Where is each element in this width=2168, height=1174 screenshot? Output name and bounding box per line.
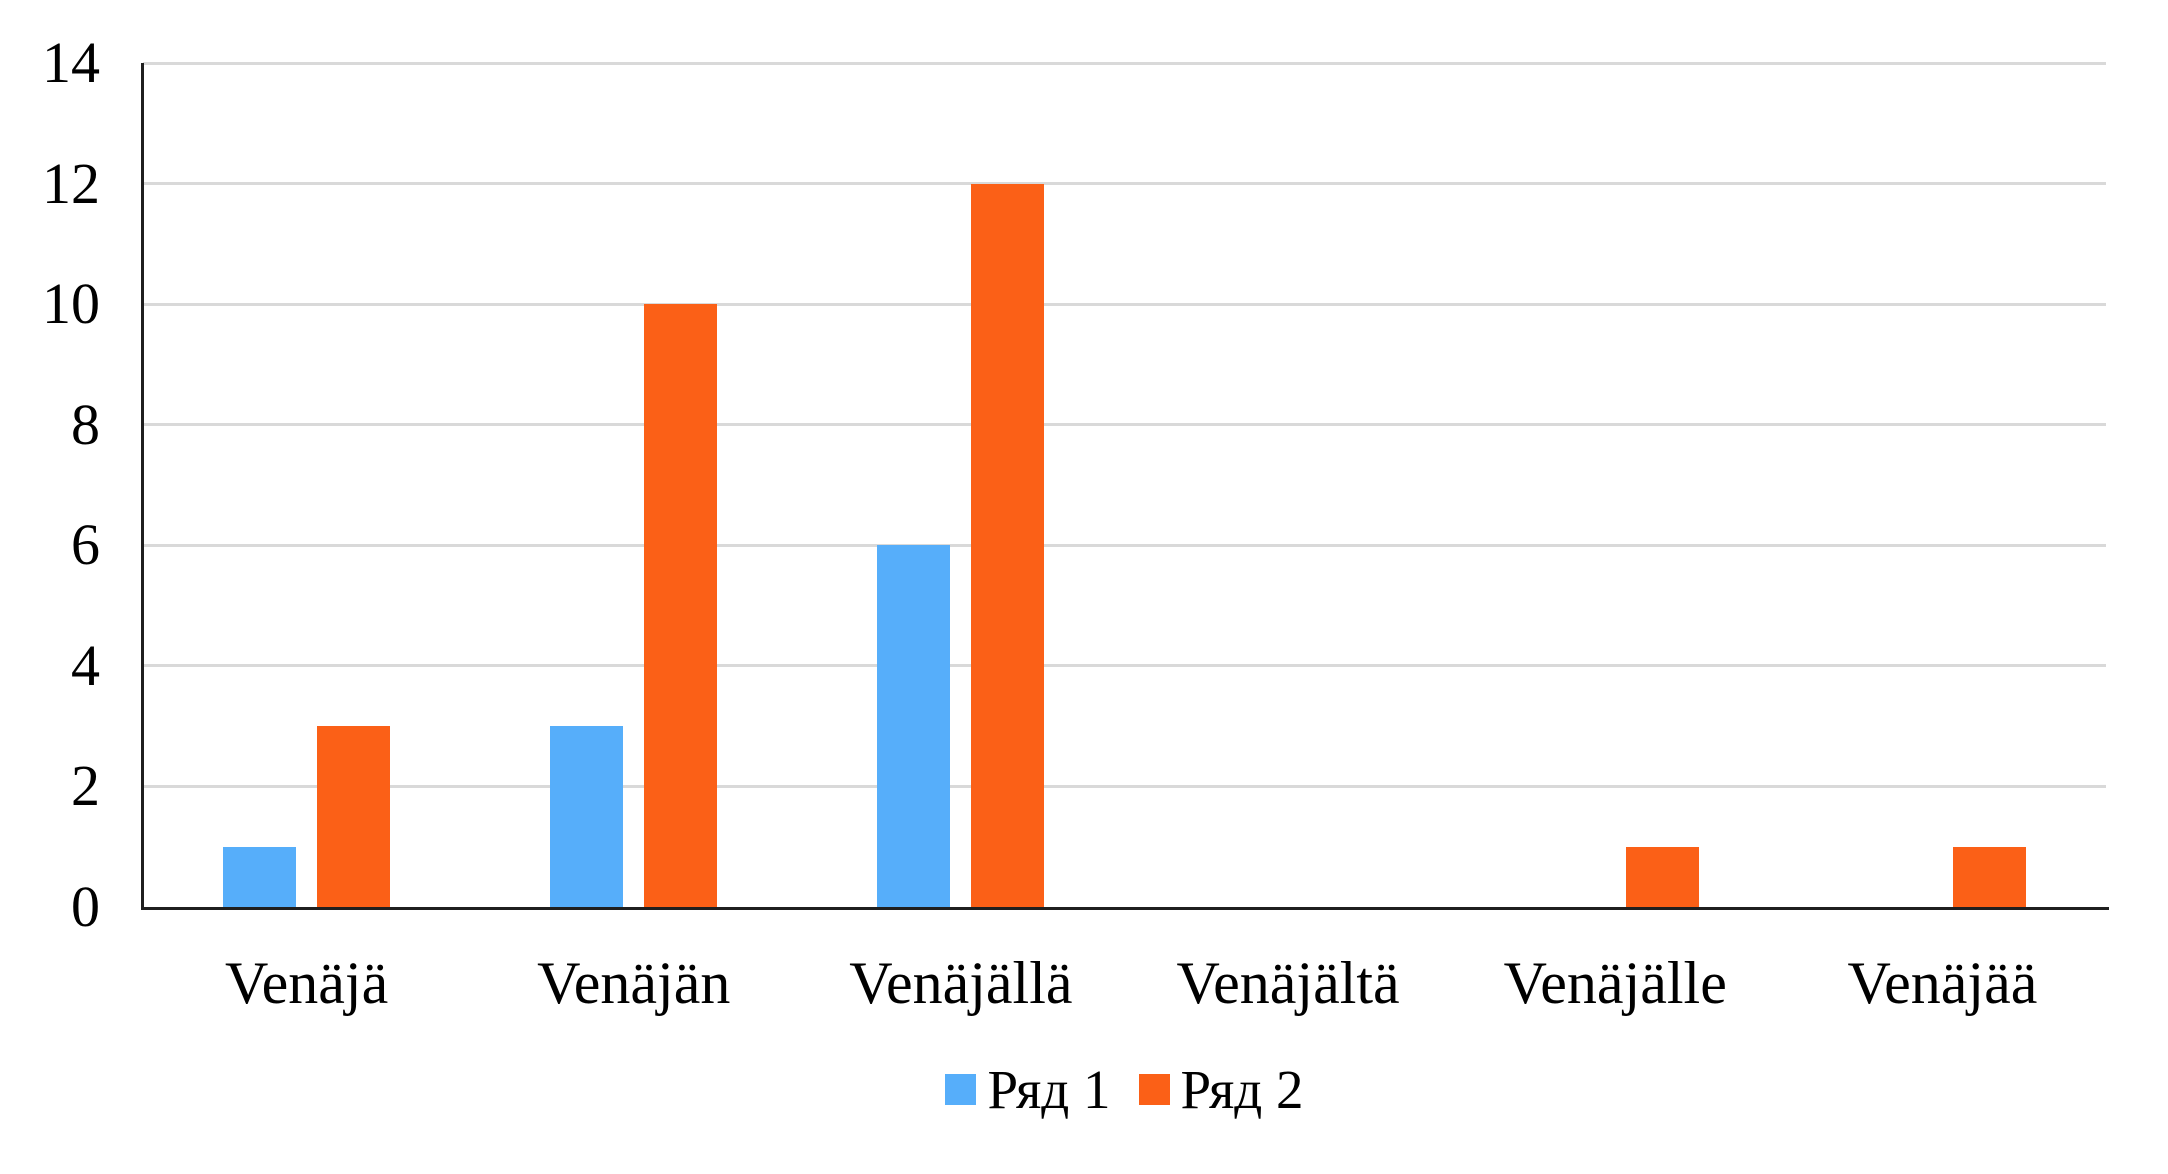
y-gridline — [143, 664, 2106, 668]
y-axis-tick-label: 0 — [71, 874, 100, 939]
y-axis-tick-label: 2 — [71, 753, 100, 819]
bar — [971, 183, 1045, 907]
legend-swatch-icon — [945, 1073, 977, 1105]
bar — [1952, 846, 2026, 907]
y-gridline — [143, 61, 2106, 65]
x-axis-category-label: Venäjällä — [849, 950, 1073, 1016]
y-axis-tick-label: 12 — [42, 150, 100, 216]
legend-swatch-icon — [1138, 1073, 1170, 1105]
bar — [317, 726, 391, 907]
legend: Ряд 1 Ряд 2 — [143, 1058, 2106, 1120]
legend-item: Ряд 1 — [945, 1058, 1111, 1120]
y-gridline — [143, 543, 2106, 547]
bar — [550, 726, 624, 907]
y-axis-line — [141, 63, 144, 910]
bar — [223, 846, 297, 907]
y-axis-tick-label: 10 — [42, 271, 100, 337]
x-axis-category-label: Venäjä — [224, 950, 389, 1016]
bar — [644, 304, 718, 907]
legend-label: Ряд 1 — [987, 1058, 1111, 1120]
y-gridline — [143, 302, 2106, 306]
y-gridline — [143, 182, 2106, 186]
y-axis-tick-label: 4 — [71, 632, 100, 698]
x-axis-category-label: Venäjän — [537, 950, 731, 1016]
x-axis-line — [141, 907, 2109, 910]
legend-item: Ряд 2 — [1138, 1058, 1304, 1120]
bar — [877, 545, 951, 907]
y-gridline — [143, 423, 2106, 427]
y-axis-tick-label: 14 — [42, 30, 100, 95]
x-axis-category-label: Venäjältä — [1176, 950, 1400, 1016]
y-gridline — [143, 784, 2106, 788]
x-axis-category-label: Venäjää — [1847, 950, 2038, 1016]
bar — [1625, 846, 1699, 907]
legend-label: Ряд 2 — [1180, 1058, 1304, 1120]
y-axis-tick-label: 6 — [71, 512, 100, 578]
y-axis-tick-label: 8 — [71, 391, 100, 457]
x-axis-category-label: Venäjälle — [1503, 950, 1727, 1016]
